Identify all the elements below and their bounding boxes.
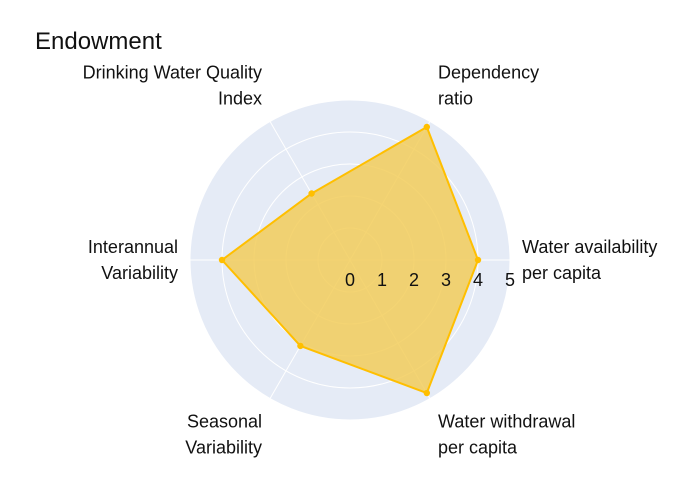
angular-axis-label-line: per capita <box>438 437 518 457</box>
angular-axis-label-line: Variability <box>101 263 178 283</box>
angular-axis-label-line: Water withdrawal <box>438 411 575 431</box>
angular-axis-label-line: Variability <box>185 437 262 457</box>
data-point-5 <box>423 389 430 397</box>
angular-axis-label-line: Seasonal <box>187 411 262 431</box>
angular-axis-label-line: per capita <box>522 263 602 283</box>
angular-axis-label-line: Index <box>218 89 262 109</box>
chart-title: Endowment <box>35 28 162 55</box>
radial-tick-label-2: 2 <box>409 270 419 290</box>
angular-axis-label-line: Dependency <box>438 63 539 83</box>
data-point-4 <box>297 342 304 350</box>
angular-axis-label-2: Drinking Water Quality Index <box>83 63 262 109</box>
radial-tick-label-5: 5 <box>505 270 515 290</box>
angular-axis-label-line: Interannual <box>88 237 178 257</box>
data-point-2 <box>308 190 315 197</box>
angular-axis-label-5: Water withdrawal per capita <box>438 411 575 457</box>
angular-axis-label-4: Seasonal Variability <box>185 411 262 457</box>
angular-axis-label-line: Drinking Water Quality <box>83 63 262 83</box>
radial-tick-label-0: 0 <box>345 270 355 290</box>
angular-axis-label-line: Water availability <box>522 237 657 257</box>
data-point-0 <box>474 256 482 264</box>
radial-tick-label-3: 3 <box>441 270 451 290</box>
angular-axis-label-0: Water availability per capita <box>522 237 657 283</box>
radar-plot-area: 0 1 2 3 4 5 Water availability per capita Depend… <box>83 63 658 458</box>
angular-axis-label-3: Interannual Variability <box>88 237 178 283</box>
data-point-1 <box>423 123 430 131</box>
radial-tick-label-1: 1 <box>377 270 387 290</box>
angular-axis-label-line: ratio <box>438 89 473 109</box>
angular-axis-label-1: Dependency ratio <box>438 63 539 109</box>
data-point-3 <box>218 256 226 264</box>
radial-tick-label-4: 4 <box>473 270 483 290</box>
